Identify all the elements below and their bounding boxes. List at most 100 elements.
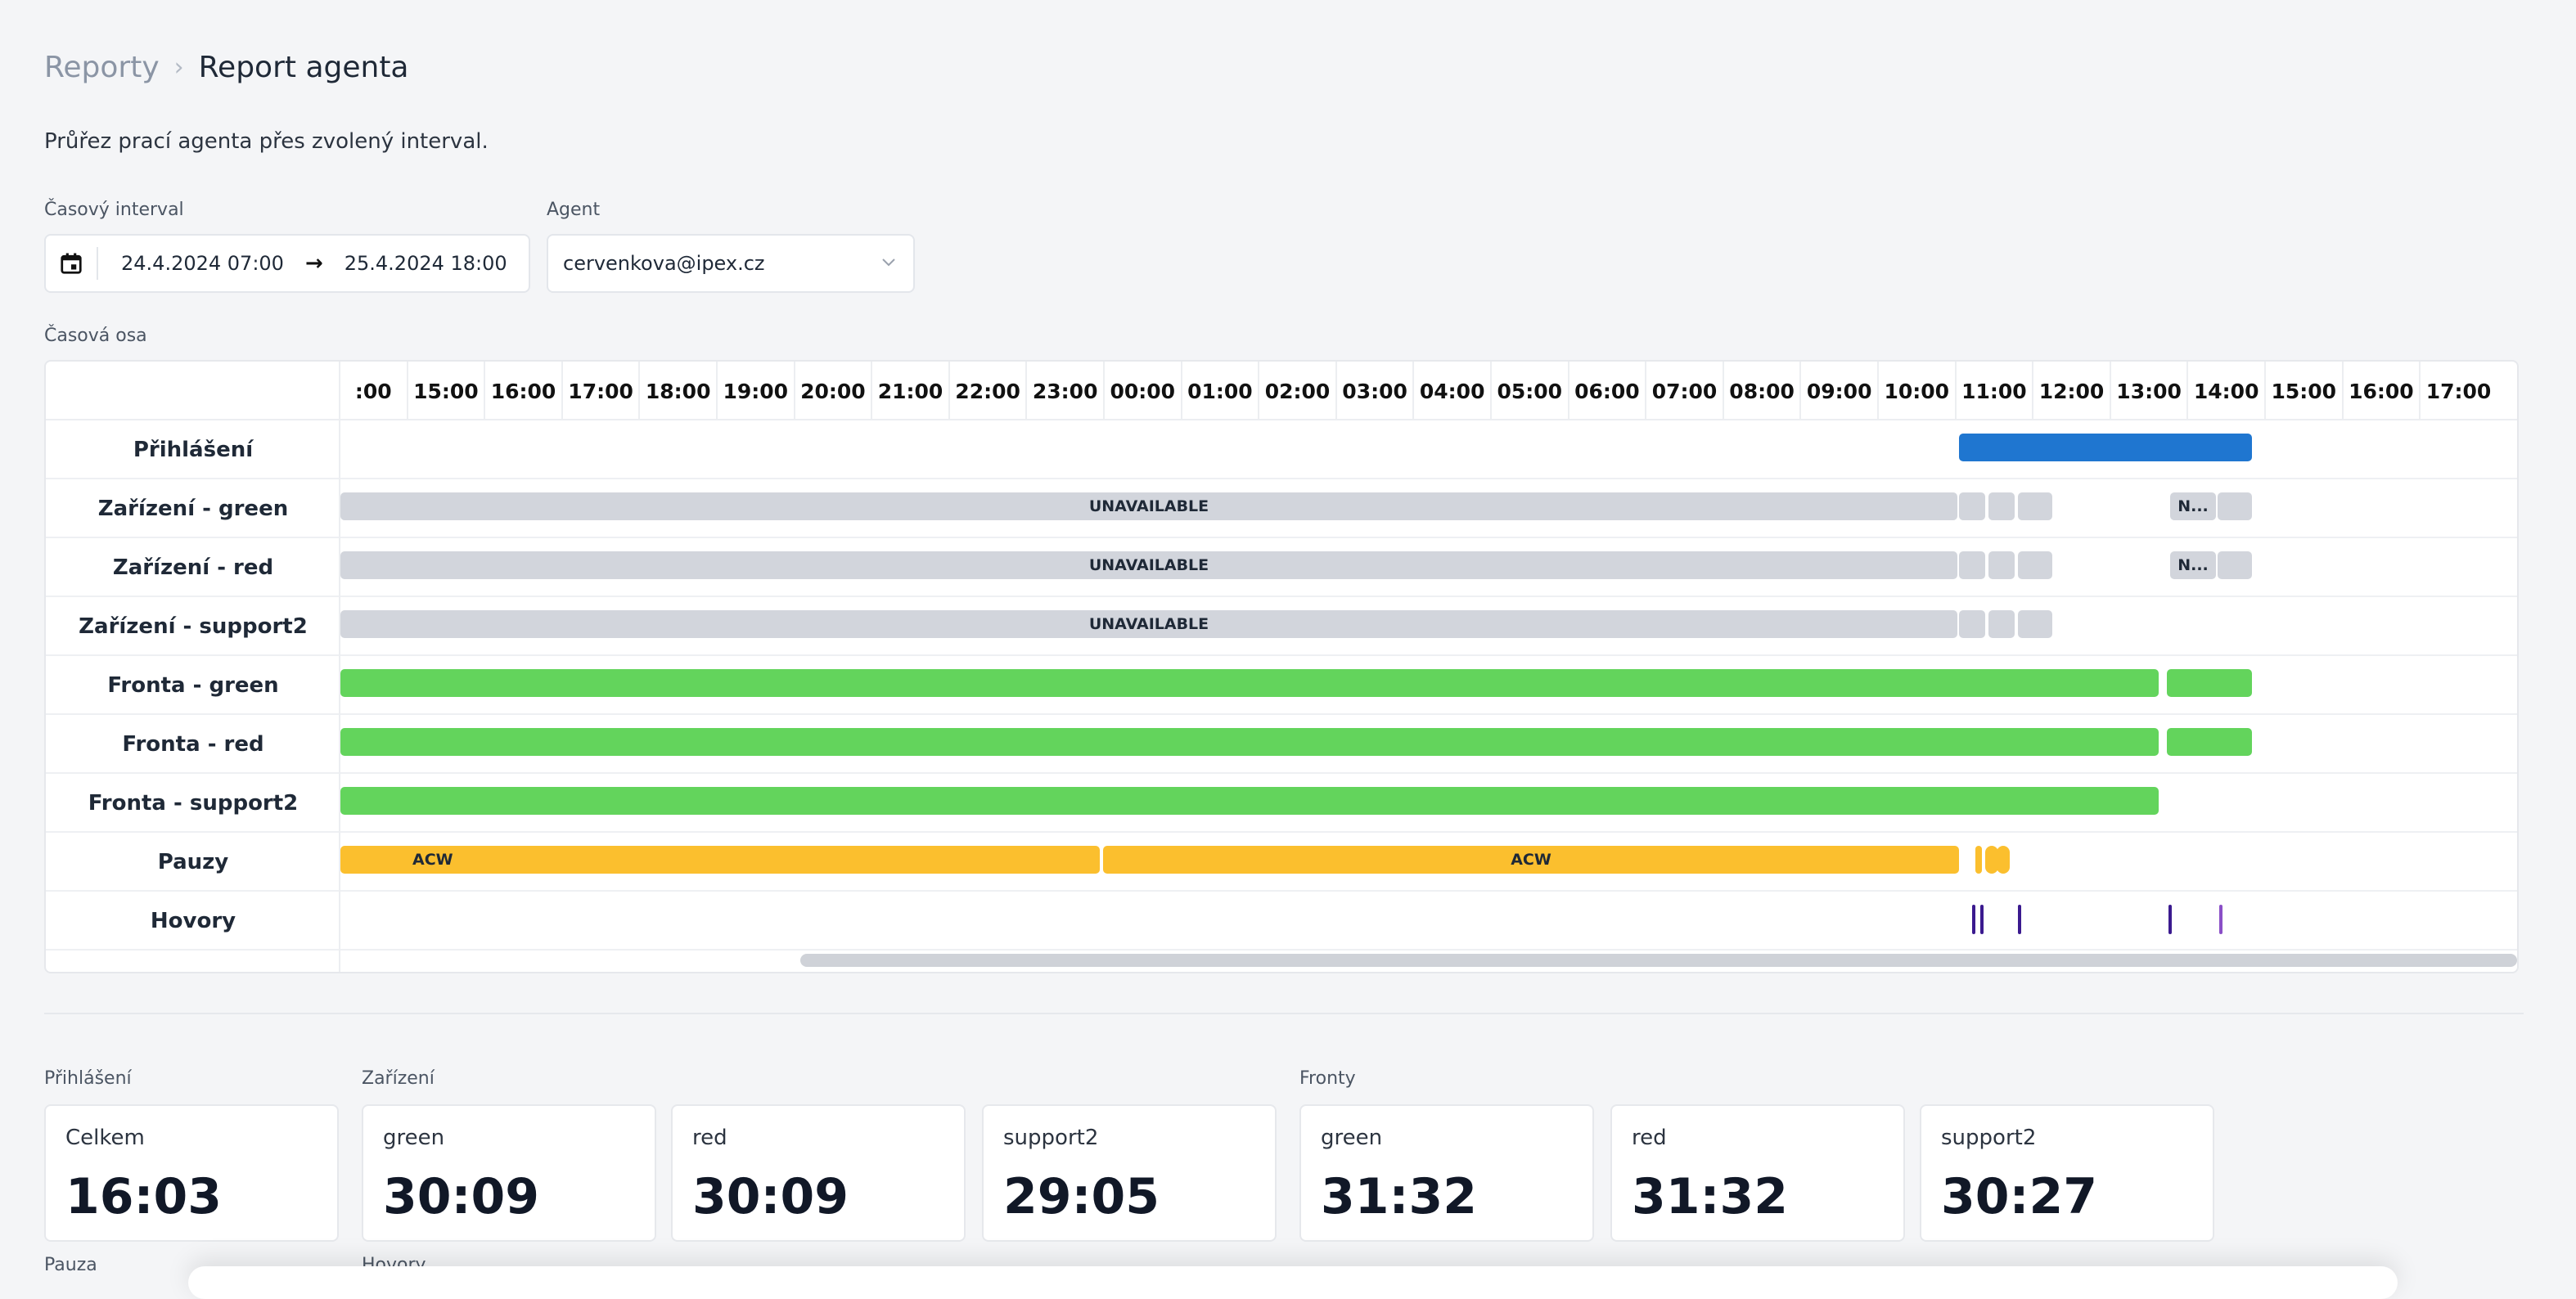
device-red-bar[interactable] [1959,551,1985,579]
bar-label: N... [2177,556,2209,574]
device-red-bar[interactable] [2218,551,2252,579]
device-green-bar[interactable]: UNAVAILABLE [340,492,1957,520]
stat-card-title: green [383,1126,445,1150]
bar-label: UNAVAILABLE [1088,497,1209,515]
device-support2-bar[interactable] [1959,610,1985,638]
call-marker[interactable] [2168,905,2172,934]
agent-select-value: cervenkova@ipex.cz [563,252,765,275]
timeline-header [46,362,2517,420]
stat-card-queue-red: red 31:32 [1610,1104,1905,1242]
device-green-bar[interactable] [2018,492,2052,520]
timeline-row-divider [46,478,2517,479]
timeline-tick-label: 07:00 [1645,362,1723,420]
timeline-tick-label: 22:00 [948,362,1026,420]
pause-bar[interactable]: ACW [1103,846,1959,874]
timeline-row-divider [46,772,2517,774]
pause-bar[interactable] [1975,846,1982,874]
timeline-row-label: Přihlášení [133,438,254,462]
timeline-title: Časová osa [44,326,147,346]
timeline-tick-label: 11:00 [1954,362,2033,420]
section-divider [44,1013,2524,1014]
bar-label: ACW [1511,851,1551,869]
stat-card-queue-green: green 31:32 [1299,1104,1594,1242]
stat-card-queue-support2: support2 30:27 [1920,1104,2214,1242]
pause-bar[interactable]: ACW [340,846,1100,874]
device-red-bar[interactable]: N... [2170,551,2216,579]
interval-label: Časový interval [44,200,184,220]
timeline-tick-label: 08:00 [1722,362,1800,420]
timeline-row-divider [46,949,2517,951]
arrow-right-icon: → [304,251,323,276]
stat-card-title: red [692,1126,727,1150]
timeline-tick-label: 05:00 [1490,362,1568,420]
page-title: Report agenta [198,51,409,84]
queue-support2-bar[interactable] [340,787,2159,815]
stat-card-login-total: Celkem 16:03 [44,1104,339,1242]
bar-label: N... [2177,497,2209,515]
stat-card-value: 31:32 [1632,1168,1788,1225]
device-support2-bar[interactable] [2018,610,2052,638]
agent-label: Agent [547,200,601,220]
timeline-scrollbar[interactable] [800,954,2517,967]
stat-card-value: 30:09 [383,1168,539,1225]
timeline-row-label: Pauzy [157,850,229,874]
breadcrumb: Reporty › Report agenta [44,51,409,84]
call-marker[interactable] [1972,905,1975,934]
agent-select[interactable]: cervenkova@ipex.cz [547,234,915,293]
queue-green-bar[interactable] [2167,669,2252,697]
timeline-tick-label: 01:00 [1180,362,1259,420]
bar-label: UNAVAILABLE [1088,556,1209,574]
queue-green-bar[interactable] [340,669,2159,697]
timeline-row-divider [46,890,2517,892]
date-to-input[interactable]: 25.4.2024 18:00 [344,252,507,275]
pause-bar[interactable] [1985,846,1998,874]
timeline-tick-label: 20:00 [793,362,871,420]
device-red-bar[interactable] [1988,551,2015,579]
timeline-row-divider [46,713,2517,715]
chevron-down-icon [879,252,898,275]
timeline-tick-label: 13:00 [2109,362,2187,420]
timeline-tick-label: 10:00 [1877,362,1955,420]
call-marker[interactable] [1980,905,1984,934]
breadcrumb-link-reports[interactable]: Reporty [44,51,160,84]
call-marker[interactable] [2219,905,2222,934]
stat-card-value: 30:09 [692,1168,849,1225]
device-support2-bar[interactable] [1988,610,2015,638]
pause-bar[interactable] [1997,846,2010,874]
timeline-row-label: Fronta - green [107,673,279,698]
device-green-bar[interactable] [1988,492,2015,520]
timeline-row-label: Fronta - support2 [88,791,299,816]
timeline-tick-label: 06:00 [1567,362,1646,420]
device-green-bar[interactable] [2218,492,2252,520]
timeline-row-divider [46,537,2517,538]
stat-card-title: support2 [1941,1126,2037,1150]
stat-card-device-support2: support2 29:05 [982,1104,1277,1242]
timeline-tick-label: 00:00 [1103,362,1181,420]
stat-card-title: Celkem [65,1126,145,1150]
timeline-row-divider [46,596,2517,597]
stat-card-value: 29:05 [1003,1168,1160,1225]
timeline-row-label: Zařízení - green [97,497,289,521]
stats-section-queues: Fronty [1299,1068,1356,1089]
device-red-bar[interactable] [2018,551,2052,579]
timeline-tick-label: 16:00 [484,362,561,420]
stat-card-value: 31:32 [1321,1168,1477,1225]
timeline-tick-label: 04:00 [1412,362,1490,420]
device-red-bar[interactable]: UNAVAILABLE [340,551,1957,579]
timeline-tick-label: 09:00 [1799,362,1877,420]
call-marker[interactable] [2018,905,2021,934]
queue-red-bar[interactable] [340,728,2159,756]
calendar-icon[interactable] [46,247,98,280]
device-green-bar[interactable] [1959,492,1985,520]
date-range-picker[interactable]: 24.4.2024 07:00 → 25.4.2024 18:00 [44,234,530,293]
stats-section-login: Přihlášení [44,1068,132,1089]
stat-card-device-green: green 30:09 [362,1104,656,1242]
device-support2-bar[interactable]: UNAVAILABLE [340,610,1957,638]
timeline-row-divider [46,654,2517,656]
device-green-bar[interactable]: N... [2170,492,2216,520]
login-bar[interactable] [1959,434,2252,461]
date-from-input[interactable]: 24.4.2024 07:00 [121,252,284,275]
timeline-tick-label: 12:00 [2032,362,2110,420]
timeline-tick-label: 23:00 [1025,362,1103,420]
queue-red-bar[interactable] [2167,728,2252,756]
